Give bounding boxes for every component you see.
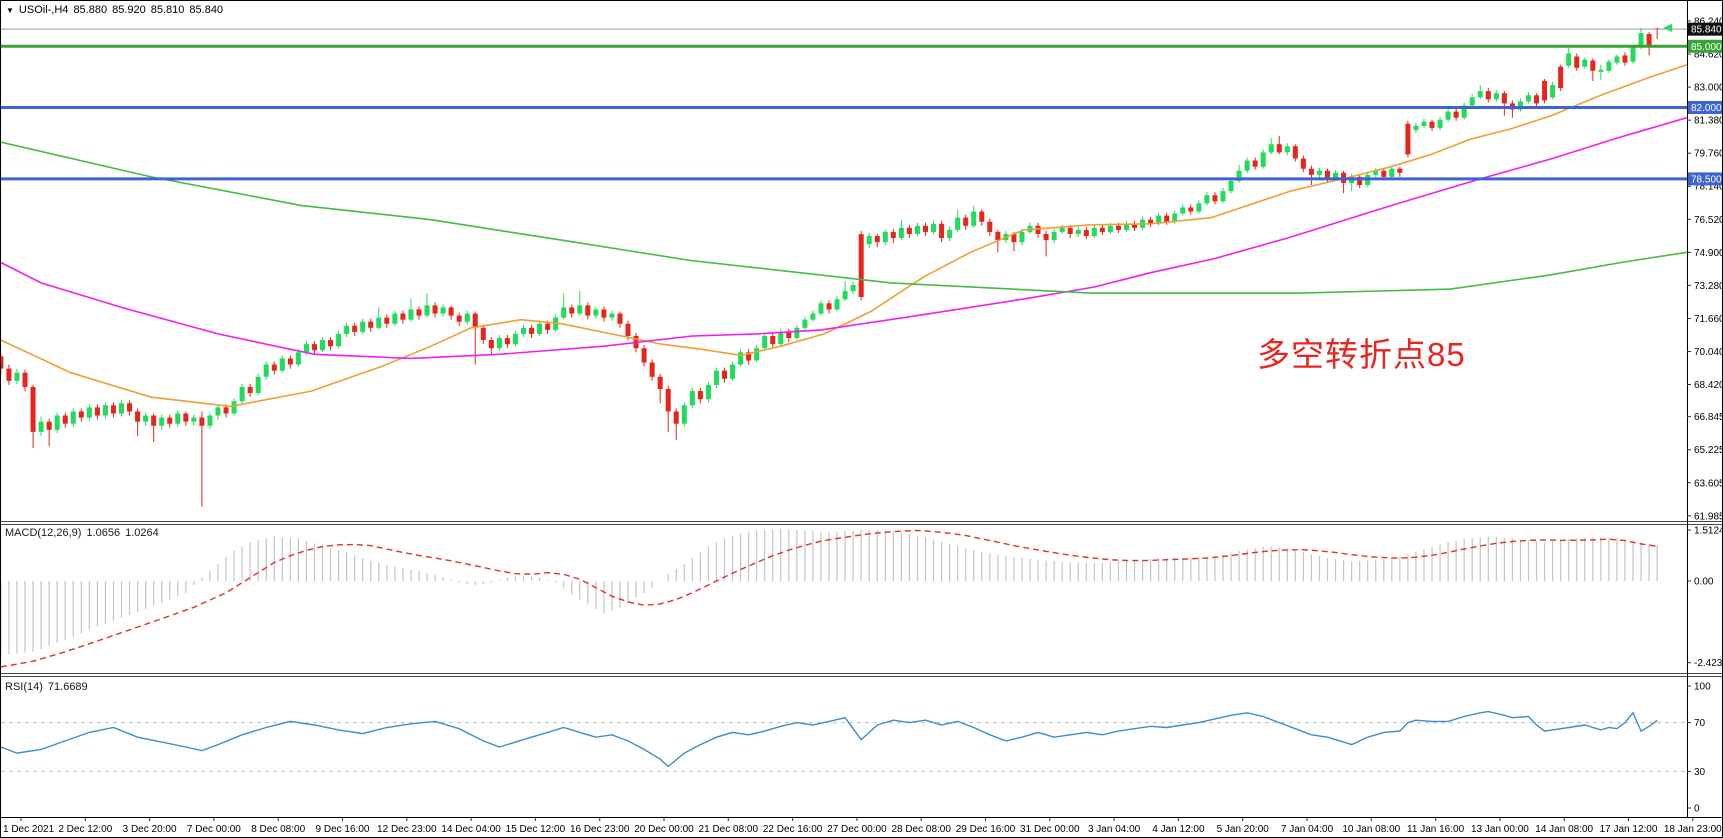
price-tag-85.840: 85.840 bbox=[1688, 22, 1722, 36]
time-tick-label: 16 Dec 23:00 bbox=[570, 824, 630, 835]
price-tick-label: 86.240 bbox=[1694, 17, 1723, 28]
macd-signal-line bbox=[1, 529, 1658, 668]
time-tick-label: 3 Dec 20:00 bbox=[123, 824, 177, 835]
time-tick-label: 5 Jan 20:00 bbox=[1217, 824, 1270, 835]
time-tick-label: 22 Dec 16:00 bbox=[763, 824, 823, 835]
time-tick-label: 13 Jan 00:00 bbox=[1471, 824, 1529, 835]
time-axis[interactable]: 1 Dec 2021 2 Dec 12:00 3 Dec 20:00 7 Dec 00… bbox=[3, 817, 1722, 835]
price-tick-label: 81.380 bbox=[1694, 116, 1723, 127]
time-tick-label: 18 Jan 23:00 bbox=[1664, 824, 1722, 835]
svg-text:85.000: 85.000 bbox=[1691, 42, 1722, 53]
time-tick-label: 11 Jan 16:00 bbox=[1407, 824, 1465, 835]
symbol-title: USOil-,H4 bbox=[18, 4, 69, 16]
ma-fast-line bbox=[1, 63, 1688, 408]
time-tick-label: 7 Jan 04:00 bbox=[1281, 824, 1334, 835]
price-tick-label: 78.140 bbox=[1694, 182, 1723, 193]
price-tick-label: 71.660 bbox=[1694, 314, 1723, 325]
price-tick-label: 61.985 bbox=[1694, 511, 1723, 522]
macd-name: MACD(12,26,9) bbox=[5, 527, 82, 539]
macd-tick-label: 0.00 bbox=[1694, 577, 1714, 588]
macd-value-main: 1.0656 bbox=[86, 527, 121, 539]
price-tick-label: 63.605 bbox=[1694, 478, 1723, 489]
price-tick-label: 65.225 bbox=[1694, 445, 1723, 456]
time-tick-label: 12 Dec 23:00 bbox=[377, 824, 437, 835]
candlestick-series[interactable] bbox=[1, 27, 1660, 507]
time-tick-label: 3 Jan 04:00 bbox=[1088, 824, 1141, 835]
rsi-name: RSI(14) bbox=[5, 681, 43, 693]
ohlc-low: 85.810 bbox=[150, 4, 185, 16]
price-tick-label: 79.760 bbox=[1694, 149, 1723, 160]
price-tick-label: 70.040 bbox=[1694, 347, 1723, 358]
time-tick-label: 21 Dec 08:00 bbox=[699, 824, 759, 835]
macd-value-signal: 1.0264 bbox=[125, 527, 159, 539]
macd-histogram bbox=[1, 528, 1658, 656]
time-tick-label: 4 Jan 12:00 bbox=[1152, 824, 1205, 835]
price-tick-label: 76.520 bbox=[1694, 215, 1723, 226]
pane-borders bbox=[1, 1, 1722, 818]
time-tick-label: 10 Jan 08:00 bbox=[1342, 824, 1400, 835]
price-tick-label: 83.000 bbox=[1694, 83, 1723, 94]
macd-axis: 1.5124 0.00 -2.4234 bbox=[1687, 526, 1723, 669]
time-tick-label: 15 Dec 12:00 bbox=[506, 824, 566, 835]
time-tick-label: 8 Dec 08:00 bbox=[251, 824, 305, 835]
annotation-text: 多空转折点85 bbox=[1257, 336, 1466, 373]
time-tick-label: 31 Dec 00:00 bbox=[1020, 824, 1080, 835]
price-tick-label: 84.620 bbox=[1694, 50, 1723, 61]
svg-text:85.840: 85.840 bbox=[1691, 25, 1722, 36]
rsi-tick-label: 100 bbox=[1694, 682, 1711, 693]
rsi-tick-label: 70 bbox=[1694, 718, 1706, 729]
time-tick-label: 17 Jan 12:00 bbox=[1600, 824, 1658, 835]
svg-text:78.500: 78.500 bbox=[1691, 174, 1722, 185]
price-tag-85.000: 85.000 bbox=[1688, 39, 1722, 53]
time-tick-label: 14 Jan 08:00 bbox=[1535, 824, 1593, 835]
price-axis[interactable]: 86.240 84.620 83.000 81.380 79.760 78.140 76.5… bbox=[1687, 17, 1723, 523]
price-tag-78.500: 78.500 bbox=[1688, 172, 1722, 186]
time-tick-label: 29 Dec 16:00 bbox=[956, 824, 1016, 835]
time-tick-label: 27 Dec 00:00 bbox=[827, 824, 887, 835]
time-tick-label: 14 Dec 04:00 bbox=[441, 824, 501, 835]
time-tick-label: 20 Dec 00:00 bbox=[634, 824, 694, 835]
rsi-tick-label: 0 bbox=[1694, 804, 1700, 815]
ohlc-high: 85.920 bbox=[112, 4, 146, 16]
rsi-value: 71.6689 bbox=[47, 681, 88, 693]
rsi-line bbox=[1, 710, 1658, 768]
time-tick-label: 2 Dec 12:00 bbox=[58, 824, 112, 835]
rsi-tick-label: 30 bbox=[1694, 767, 1706, 778]
time-tick-label: 28 Dec 08:00 bbox=[891, 824, 951, 835]
ma-slow-line bbox=[1, 141, 1688, 294]
rsi-axis: 100 70 30 0 bbox=[1687, 682, 1711, 815]
price-tick-label: 68.420 bbox=[1694, 380, 1723, 391]
price-tick-label: 66.845 bbox=[1694, 412, 1723, 423]
rsi-level-lines bbox=[1, 722, 1687, 772]
price-arrow-icon bbox=[1663, 23, 1673, 32]
price-tick-label: 74.900 bbox=[1694, 248, 1723, 259]
svg-text:82.000: 82.000 bbox=[1691, 103, 1722, 114]
ohlc-close: 85.840 bbox=[189, 4, 224, 16]
price-tick-label: 73.280 bbox=[1694, 281, 1723, 292]
ohlc-open: 85.880 bbox=[73, 4, 108, 16]
macd-indicator-label: MACD(12,26,9) 1.0656 1.0264 bbox=[5, 527, 159, 539]
ma-mid-line bbox=[1, 116, 1688, 360]
rsi-indicator-label: RSI(14) 71.6689 bbox=[5, 681, 88, 693]
time-tick-label: 9 Dec 16:00 bbox=[316, 824, 370, 835]
macd-tick-label: 1.5124 bbox=[1694, 526, 1723, 537]
time-tick-label: 1 Dec 2021 bbox=[3, 824, 55, 835]
price-tag-82.000: 82.000 bbox=[1688, 100, 1722, 114]
time-tick-label: 7 Dec 00:00 bbox=[187, 824, 241, 835]
macd-tick-label: -2.4234 bbox=[1694, 658, 1723, 669]
chart-header: ▼ USOil-,H4 85.880 85.920 85.810 85.840 bbox=[6, 4, 223, 16]
symbol-dropdown-icon[interactable]: ▼ bbox=[6, 5, 14, 15]
